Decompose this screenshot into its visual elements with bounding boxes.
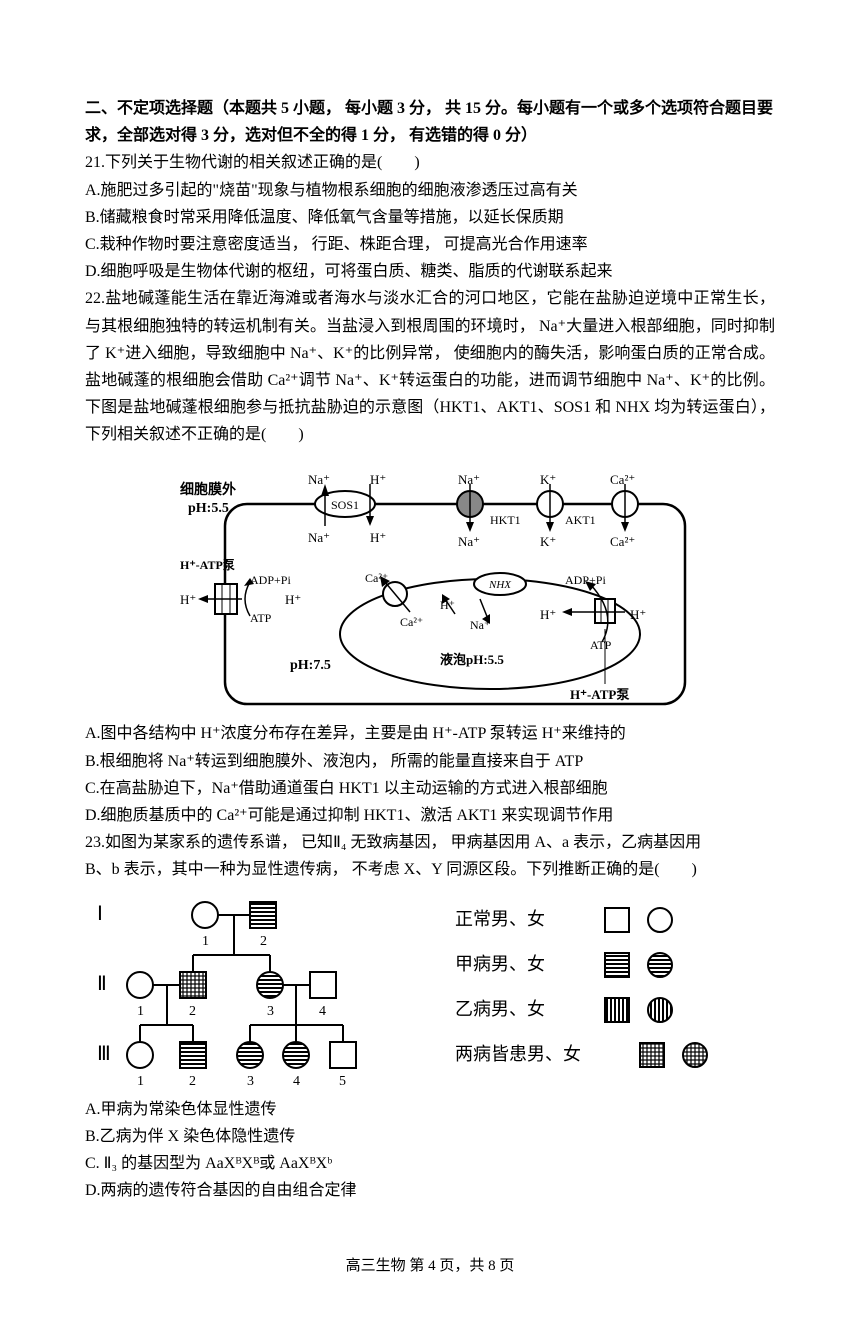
gen2-label: Ⅱ — [97, 973, 107, 995]
ion-h-pump-v2: H⁺ — [630, 607, 646, 622]
section-header: 二、不定项选择题（本题共 5 小题， 每小题 3 分， 共 15 分。每小题有一… — [85, 95, 775, 149]
ion-ca-v2: Ca²⁺ — [400, 615, 423, 629]
label-sos1: SOS1 — [331, 498, 359, 512]
svg-text:1: 1 — [137, 1074, 144, 1089]
ion-h2: H⁺ — [370, 530, 386, 545]
q23-option-d: D.两病的遗传符合基因的自由组合定律 — [85, 1177, 775, 1204]
gen3-label: Ⅲ — [97, 1043, 111, 1065]
question-21: 21.下列关于生物代谢的相关叙述正确的是( ) A.施肥过多引起的"烧苗"现象与… — [85, 149, 775, 285]
label-ph-out: pH:5.5 — [188, 501, 229, 516]
ion-h-left2: H⁺ — [285, 592, 301, 607]
legend-yi: 乙病男、女 — [455, 999, 545, 1019]
svg-text:2: 2 — [189, 1004, 196, 1019]
cell-diagram-svg: 细胞膜外 pH:5.5 SOS1 Na⁺ H⁺ Na⁺ H⁺ HKT1 Na⁺ … — [170, 454, 690, 714]
q23-option-a: A.甲病为常染色体显性遗传 — [85, 1096, 775, 1123]
question-23: 23.如图为某家系的遗传系谱， 已知Ⅱ₄ 无致病基因， 甲病基因用 A、a 表示… — [85, 829, 775, 1204]
q22-option-d: D.细胞质基质中的 Ca²⁺可能是通过抑制 HKT1、激活 AKT1 来实现调节… — [85, 802, 775, 829]
ion-na4: Na⁺ — [458, 534, 480, 549]
ion-ca2: Ca²⁺ — [610, 534, 635, 549]
label-outside: 细胞膜外 — [180, 481, 236, 498]
legend-normal: 正常男、女 — [455, 909, 545, 929]
ion-ca: Ca²⁺ — [610, 472, 635, 487]
svg-text:1: 1 — [202, 934, 209, 949]
label-vacuole: 液泡pH:5.5 — [440, 652, 504, 667]
ion-k2: K⁺ — [540, 534, 556, 549]
gen1-label: Ⅰ — [97, 903, 103, 925]
svg-text:1: 1 — [137, 1004, 144, 1019]
q22-option-a: A.图中各结构中 H⁺浓度分布存在差异，主要是由 H⁺-ATP 泵转运 H⁺来维… — [85, 720, 775, 747]
q21-option-c: C.栽种作物时要注意密度适当， 行距、株距合理， 可提高光合作用速率 — [85, 231, 775, 258]
page-footer: 高三生物 第 4 页，共 8 页 — [85, 1254, 775, 1280]
q21-option-a: A.施肥过多引起的"烧苗"现象与植物根系细胞的细胞液渗透压过高有关 — [85, 177, 775, 204]
label-adp-v: ADP+Pi — [565, 573, 606, 587]
svg-text:5: 5 — [339, 1074, 346, 1089]
label-atp-v: ATP — [590, 638, 612, 652]
ion-h-left: H⁺ — [180, 592, 196, 607]
q21-option-d: D.细胞呼吸是生物体代谢的枢纽，可将蛋白质、糖类、脂质的代谢联系起来 — [85, 258, 775, 285]
legend-jia: 甲病男、女 — [455, 954, 545, 974]
label-pump-v: H⁺-ATP泵 — [570, 687, 629, 702]
q22-option-c: C.在高盐胁迫下，Na⁺借助通道蛋白 HKT1 以主动运输的方式进入根部细胞 — [85, 775, 775, 802]
q21-option-b: B.储藏粮食时常采用降低温度、降低氧气含量等措施，以延长保质期 — [85, 204, 775, 231]
q23-stem1: 23.如图为某家系的遗传系谱， 已知Ⅱ₄ 无致病基因， 甲病基因用 A、a 表示… — [85, 829, 775, 856]
ion-k: K⁺ — [540, 472, 556, 487]
ion-h-pump-v: H⁺ — [540, 607, 556, 622]
svg-text:2: 2 — [189, 1074, 196, 1089]
q21-stem: 21.下列关于生物代谢的相关叙述正确的是( ) — [85, 149, 775, 176]
legend-both: 两病皆患男、女 — [455, 1044, 581, 1064]
pedigree-svg: Ⅰ 1 2 Ⅱ 1 2 3 4 Ⅲ — [85, 890, 725, 1090]
q23-stem2: B、b 表示，其中一种为显性遗传病， 不考虑 X、Y 同源区段。下列推断正确的是… — [85, 856, 775, 883]
label-pump-left: H⁺-ATP泵 — [180, 558, 235, 572]
label-akt1: AKT1 — [565, 513, 596, 527]
q23-diagram: Ⅰ 1 2 Ⅱ 1 2 3 4 Ⅲ — [85, 890, 775, 1090]
q22-option-b: B.根细胞将 Na⁺转运到细胞膜外、液泡内， 所需的能量直接来自于 ATP — [85, 748, 775, 775]
svg-text:4: 4 — [293, 1074, 300, 1089]
label-hkt1: HKT1 — [490, 513, 521, 527]
svg-text:2: 2 — [260, 934, 267, 949]
q22-stem: 22.盐地碱蓬能生活在靠近海滩或者海水与淡水汇合的河口地区，它能在盐胁迫逆境中正… — [85, 285, 775, 448]
svg-text:3: 3 — [247, 1074, 254, 1089]
label-ph-cyt: pH:7.5 — [290, 658, 331, 673]
ion-h: H⁺ — [370, 472, 386, 487]
label-adp-left: ADP+Pi — [250, 573, 291, 587]
label-nhx: NHX — [488, 579, 512, 591]
ion-na: Na⁺ — [308, 472, 330, 487]
q23-option-b: B.乙病为伴 X 染色体隐性遗传 — [85, 1123, 775, 1150]
q23-option-c: C. Ⅱ₃ 的基因型为 AaXᴮXᴮ或 AaXᴮXᵇ — [85, 1150, 775, 1177]
svg-text:3: 3 — [267, 1004, 274, 1019]
svg-text:4: 4 — [319, 1004, 326, 1019]
ion-na3: Na⁺ — [458, 472, 480, 487]
ion-na2: Na⁺ — [308, 530, 330, 545]
question-22: 22.盐地碱蓬能生活在靠近海滩或者海水与淡水汇合的河口地区，它能在盐胁迫逆境中正… — [85, 285, 775, 829]
q22-diagram: 细胞膜外 pH:5.5 SOS1 Na⁺ H⁺ Na⁺ H⁺ HKT1 Na⁺ … — [85, 454, 775, 714]
label-atp-left: ATP — [250, 611, 272, 625]
